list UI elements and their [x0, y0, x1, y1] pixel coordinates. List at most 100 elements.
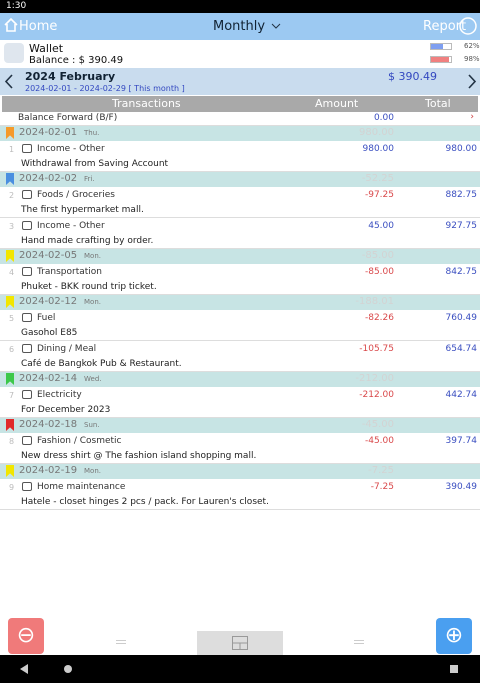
running-total: 980.00: [445, 144, 478, 154]
day-header: 2024-02-12 Mon. -188.01: [0, 295, 480, 310]
category-icon: [22, 482, 32, 491]
running-total: 397.74: [445, 436, 478, 446]
amount: -212.00: [359, 390, 394, 400]
bf-label: Balance Forward (B/F): [18, 113, 118, 123]
day-date: 2024-02-18: [19, 419, 78, 430]
transaction-row[interactable]: 3 Income - Other Hand made crafting by ord…: [0, 218, 480, 249]
amount: 980.00: [362, 144, 395, 154]
bf-amount: 0.00: [373, 113, 394, 123]
row-number: 6: [9, 345, 15, 354]
running-total: 882.75: [445, 190, 478, 200]
transaction-row[interactable]: 5 Fuel Gasohol E85 -82.26 760.49: [0, 310, 480, 341]
row-number: 5: [9, 314, 15, 323]
amount: -82.26: [364, 313, 394, 323]
row-number: 7: [9, 391, 15, 400]
wallet-icon: [4, 43, 24, 63]
handle: [354, 640, 364, 644]
day-date: 2024-02-19: [19, 465, 78, 476]
add-button[interactable]: ⊕: [436, 618, 472, 654]
category: Income - Other: [37, 144, 105, 154]
transaction-row[interactable]: 2 Foods / Groceries The first hypermarket …: [0, 187, 480, 218]
category: Transportation: [37, 267, 102, 277]
note: Hand made crafting by order.: [21, 236, 154, 246]
day-weekday: Sun.: [84, 421, 100, 429]
bf-arrow: ›: [470, 112, 474, 122]
report-button[interactable]: Report: [423, 19, 467, 34]
day-flag: [6, 296, 14, 308]
home-icon[interactable]: [4, 18, 18, 32]
dropdown-arrow[interactable]: [271, 23, 281, 30]
budget-fill: [431, 57, 449, 62]
range: 2024-02-01 - 2024-02-29: [25, 84, 126, 93]
transaction-row[interactable]: 9 Home maintenance Hatele - closet hinges …: [0, 479, 480, 510]
day-header: 2024-02-14 Wed. -212.00: [0, 372, 480, 387]
row-number: 9: [9, 483, 15, 492]
category-icon: [22, 190, 32, 199]
col-total: Total: [425, 97, 451, 110]
category-icon: [22, 267, 32, 276]
column-header: Transactions Amount Total: [2, 96, 478, 112]
wallet-balance: Balance : $ 390.49: [29, 55, 124, 66]
day-weekday: Mon.: [84, 298, 101, 306]
this-month: [ This month ]: [128, 84, 185, 93]
row-number: 1: [9, 145, 15, 154]
handle: [116, 640, 126, 644]
running-total: 760.49: [445, 313, 478, 323]
day-flag: [6, 419, 14, 431]
wallet-name: Wallet: [29, 42, 64, 55]
day-header: 2024-02-01 Thu. 980.00: [0, 126, 480, 141]
running-total: 842.75: [445, 267, 478, 277]
row-number: 3: [9, 222, 15, 231]
amount: -7.25: [370, 482, 394, 492]
prev-month[interactable]: [4, 74, 14, 89]
amount: 45.00: [368, 221, 394, 231]
day-date: 2024-02-01: [19, 127, 78, 138]
budget-bar: [430, 43, 452, 50]
category: Income - Other: [37, 221, 105, 231]
transaction-row[interactable]: 7 Electricity For December 2023 -212.00 442.…: [0, 387, 480, 418]
note: For December 2023: [21, 405, 111, 415]
balance-forward: Balance Forward (B/F) 0.00 ›: [0, 112, 480, 126]
next-month[interactable]: [467, 74, 477, 89]
wallet-panel[interactable]: Wallet Balance : $ 390.49 62% 98%: [0, 40, 480, 68]
day-weekday: Mon.: [84, 467, 101, 475]
col-transactions: Transactions: [112, 97, 181, 110]
category-icon: [22, 436, 32, 445]
category-icon: [22, 390, 32, 399]
period-select[interactable]: Monthly: [213, 19, 266, 34]
running-total: 654.74: [445, 344, 478, 354]
day-weekday: Wed.: [84, 375, 102, 383]
remove-button[interactable]: ⊖: [8, 618, 44, 654]
category-icon: [22, 344, 32, 353]
note: New dress shirt @ The fashion island sho…: [21, 451, 257, 461]
day-date: 2024-02-14: [19, 373, 78, 384]
day-total: -212.00: [355, 373, 394, 384]
running-total: 390.49: [445, 482, 478, 492]
budget-label: 98%: [464, 55, 480, 63]
amount: -105.75: [359, 344, 394, 354]
category: Home maintenance: [37, 482, 126, 492]
month-title: 2024 February: [25, 70, 116, 83]
day-flag: [6, 250, 14, 262]
day-flag: [6, 127, 14, 139]
category: Dining / Meal: [37, 344, 97, 354]
category-icon: [22, 221, 32, 230]
note: The first hypermarket mall.: [21, 205, 144, 215]
transaction-row[interactable]: 4 Transportation Phuket - BKK round trip t…: [0, 264, 480, 295]
note: Hatele - closet hinges 2 pcs / pack. For…: [21, 497, 269, 507]
view-toggle[interactable]: [197, 631, 283, 655]
month-bar: 2024 February 2024-02-01 - 2024-02-29 [ …: [0, 68, 480, 95]
report-icon[interactable]: [459, 17, 477, 35]
category: Fuel: [37, 313, 56, 323]
day-date: 2024-02-05: [19, 250, 78, 261]
home-button[interactable]: Home: [19, 19, 58, 34]
day-weekday: Fri.: [84, 175, 95, 183]
transaction-row[interactable]: 1 Income - Other Withdrawal from Saving Ac…: [0, 141, 480, 172]
transaction-row[interactable]: 8 Fashion / Cosmetic New dress shirt @ The…: [0, 433, 480, 464]
category-icon: [22, 313, 32, 322]
day-flag: [6, 373, 14, 385]
transaction-row[interactable]: 6 Dining / Meal Café de Bangkok Pub & Rest…: [0, 341, 480, 372]
note: Phuket - BKK round trip ticket.: [21, 282, 157, 292]
amount: -85.00: [364, 267, 394, 277]
